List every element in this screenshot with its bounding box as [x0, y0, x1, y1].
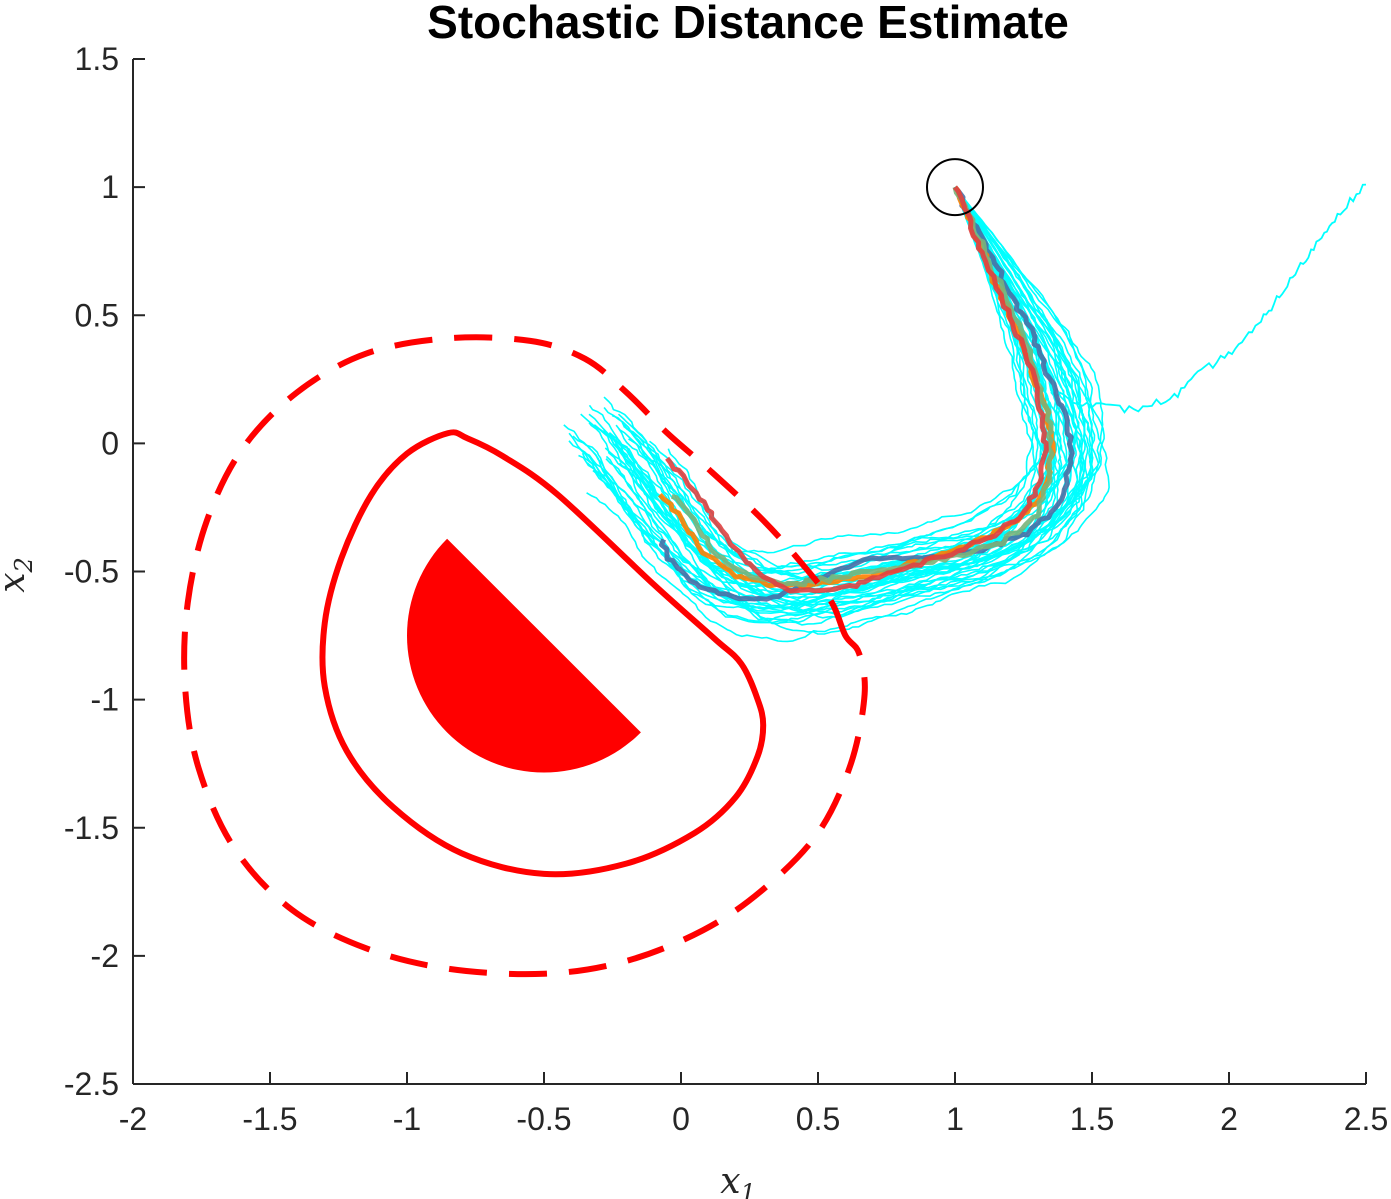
x-axis-label-subscript: 1 [741, 1179, 756, 1199]
x-axis-label: x1 [720, 1161, 756, 1199]
start-marker [926, 158, 984, 217]
x-tick-label: -2 [119, 1101, 147, 1137]
x-tick-label: 0.5 [796, 1101, 840, 1137]
y-tick-label: 1.5 [75, 41, 119, 77]
y-tick-label: 0 [101, 425, 119, 461]
bundle-trajectory [631, 186, 1094, 635]
x-tick-label: 1 [946, 1101, 964, 1137]
y-axis-label: x2 [0, 557, 38, 593]
y-axis-label-subscript: 2 [10, 557, 38, 573]
y-axis-label-main: x [0, 572, 33, 592]
obstacle-layer [181, 334, 868, 978]
y-tick-label: -0.5 [64, 554, 119, 590]
x-tick-label: -0.5 [516, 1101, 571, 1137]
x-ticks: -2 -1.5 -1 -0.5 0 0.5 1 1.5 2 2.5 [119, 1072, 1388, 1137]
x-tick-label: 0 [672, 1101, 690, 1137]
obstacle-half-disk [406, 538, 641, 773]
y-tick-label: -1 [91, 682, 119, 718]
y-tick-label: 0.5 [75, 297, 119, 333]
outer-dashed-boundary [181, 334, 868, 978]
bundle-trajectory [580, 186, 1045, 577]
bundle-trajectory [568, 186, 1035, 602]
y-tick-label: -2.5 [64, 1066, 119, 1102]
outlier-trajectory [1050, 183, 1367, 414]
safety-boundary [319, 429, 767, 878]
chart-title: Stochastic Distance Estimate [427, 0, 1069, 48]
bundle-trajectory [603, 186, 1079, 575]
plot-area [181, 158, 1367, 978]
y-tick-label: 1 [101, 169, 119, 205]
start-marker-layer [926, 158, 984, 217]
highlight-trajectory-1 [659, 185, 1075, 602]
y-tick-label: -1.5 [64, 810, 119, 846]
axes: -2 -1.5 -1 -0.5 0 0.5 1 1.5 2 2.5 -2.5-2-1.5-1-0.… [64, 41, 1388, 1137]
y-ticks: -2.5 -2 -1.5 -1 -0.5 0 0.5 1 1.5 [64, 41, 145, 1102]
y-tick-label: -2 [91, 938, 119, 974]
bundle-trajectory [577, 186, 1037, 609]
x-tick-label: -1.5 [242, 1101, 297, 1137]
x-tick-label: 1.5 [1070, 1101, 1114, 1137]
x-tick-label: 2.5 [1344, 1101, 1388, 1137]
x-axis-label-main: x [720, 1161, 740, 1199]
highlight-trajectory-4 [665, 185, 1049, 594]
bundle-trajectory [611, 186, 1077, 579]
x-tick-label: 2 [1220, 1101, 1238, 1137]
x-tick-label: -1 [393, 1101, 421, 1137]
highlighted-trajectories [658, 185, 1075, 602]
